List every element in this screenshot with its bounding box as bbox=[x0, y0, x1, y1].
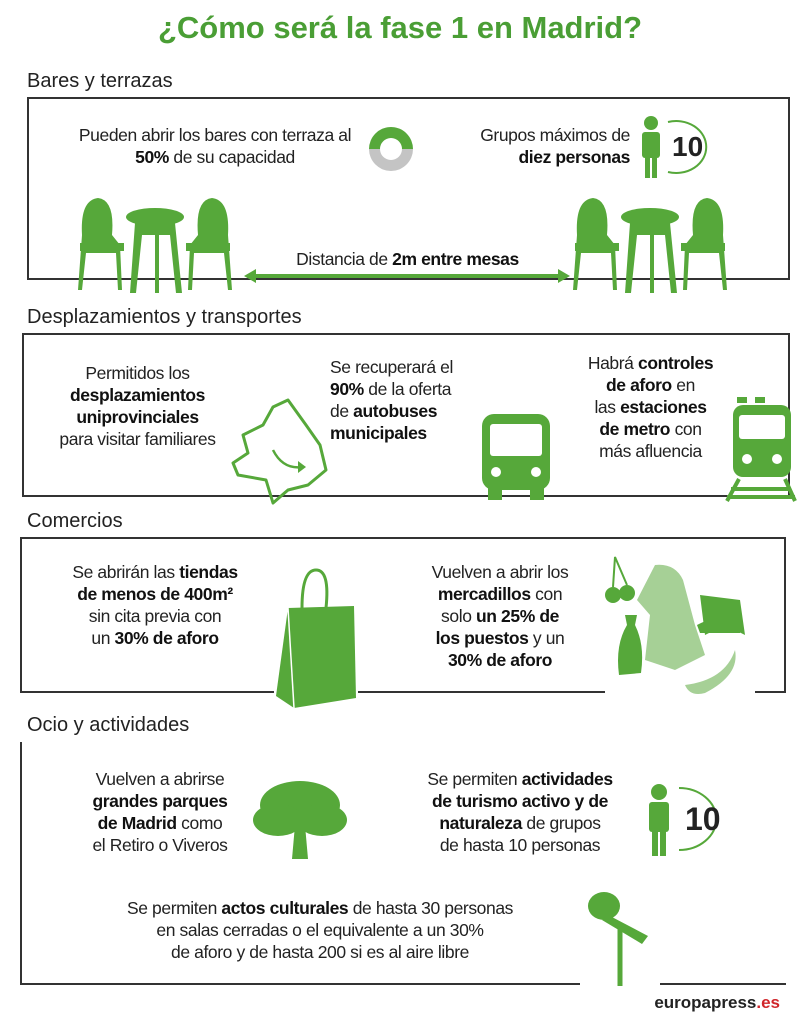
microphone-icon bbox=[580, 888, 660, 988]
half-donut-icon bbox=[369, 127, 413, 171]
section-box-bares bbox=[27, 97, 790, 280]
train-icon bbox=[725, 397, 797, 502]
cultura-text: Se permiten actos culturales de hasta 30… bbox=[126, 898, 514, 962]
groups-text: Grupos máximos de diez personas bbox=[480, 125, 630, 167]
parques-text: Vuelven a abrirse grandes parques de Madri… bbox=[92, 769, 228, 855]
desplazamientos-text: Permitidos los desplazamientos uniprovinci… bbox=[59, 363, 216, 449]
mercadillos-text: Vuelven a abrir los mercadillos con solo u… bbox=[431, 562, 569, 670]
group-size-badge: 10 bbox=[672, 131, 703, 162]
tiendas-text: Se abrirán las tiendas de menos de 400m² s… bbox=[72, 562, 238, 648]
double-arrow-icon bbox=[244, 269, 570, 283]
autobuses-text: Se recuperará el 90% de la oferta de autob… bbox=[330, 357, 453, 443]
turismo-text: Se permiten actividades de turismo activo… bbox=[427, 769, 613, 855]
section-heading-transportes: Desplazamientos y transportes bbox=[27, 306, 302, 328]
madrid-map-icon bbox=[231, 398, 328, 505]
tree-icon bbox=[253, 781, 347, 859]
page-title: ¿Cómo será la fase 1 en Madrid? bbox=[157, 10, 643, 45]
section-heading-comercios: Comercios bbox=[27, 510, 123, 532]
section-box-comercios bbox=[20, 537, 786, 693]
table-chairs-icon bbox=[78, 198, 232, 293]
distance-text: Distancia de 2m entre mesas bbox=[296, 249, 519, 269]
section-heading-bares: Bares y terrazas bbox=[27, 70, 173, 92]
bares-capacity-text: Pueden abrir los bares con terraza al 50… bbox=[78, 125, 352, 167]
market-goods-icon bbox=[605, 555, 755, 700]
metro-text: Habrá controles de aforo en las estaciones… bbox=[587, 353, 714, 461]
shopping-bag-icon bbox=[274, 568, 358, 708]
europapress-logo[interactable]: europapress.es bbox=[654, 993, 780, 1012]
person-ten-icon: 10 bbox=[642, 116, 708, 178]
section-box-ocio bbox=[20, 742, 786, 985]
person-ten-icon: 10 bbox=[649, 784, 721, 856]
group-size-badge: 10 bbox=[685, 801, 721, 837]
section-heading-ocio: Ocio y actividades bbox=[27, 714, 190, 736]
bus-icon bbox=[482, 414, 550, 500]
table-chairs-icon bbox=[573, 198, 727, 293]
